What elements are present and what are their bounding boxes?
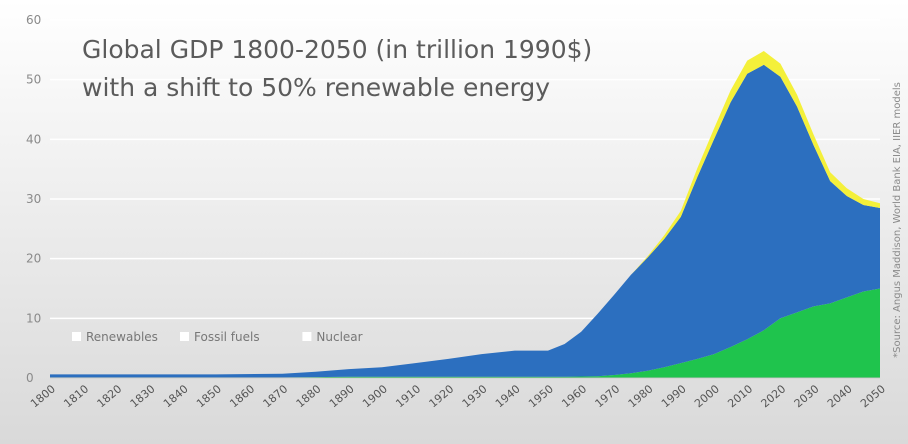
y-tick-label: 50	[26, 73, 41, 87]
area-renewables	[50, 288, 880, 378]
legend-label-nuclear: Nuclear	[316, 330, 362, 344]
y-tick-label: 30	[26, 192, 41, 206]
y-tick-label: 60	[26, 13, 41, 27]
y-tick-label: 40	[26, 132, 41, 146]
legend-label-fossil-fuels: Fossil fuels	[194, 330, 260, 344]
y-tick-label: 20	[26, 252, 41, 266]
source-note: *Source: Angus Maddison, World Bank EIA,…	[892, 82, 903, 358]
chart-title-line-2: with a shift to 50% renewable energy	[82, 73, 550, 102]
legend-swatch-fossil-fuels	[180, 332, 189, 341]
data-areas	[50, 51, 880, 378]
legend-swatch-renewables	[72, 332, 81, 341]
chart-title-line-1: Global GDP 1800-2050 (in trillion 1990$)	[82, 35, 592, 64]
legend-swatch-nuclear	[302, 332, 312, 341]
legend: Renewables Fossil fuels Nuclear	[72, 330, 363, 344]
y-tick-label: 10	[26, 311, 41, 325]
legend-label-renewables: Renewables	[86, 330, 158, 344]
area-fossil-fuels	[50, 64, 880, 378]
y-tick-label: 0	[26, 371, 34, 385]
